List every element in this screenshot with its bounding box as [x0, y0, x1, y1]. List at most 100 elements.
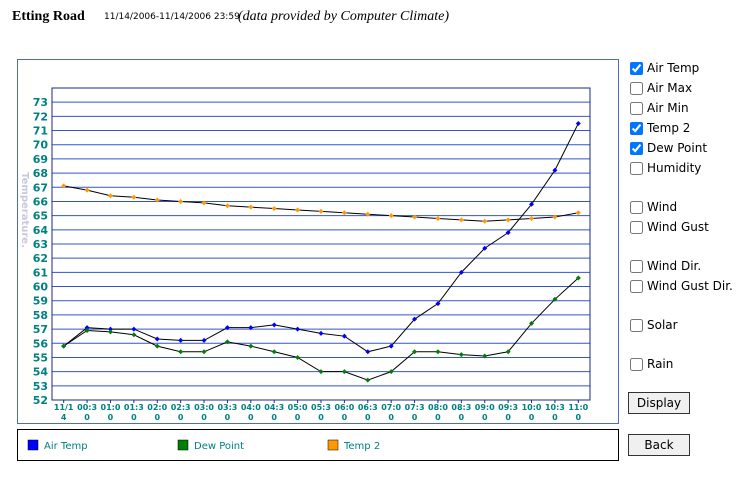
data-point [271, 206, 277, 212]
data-point [248, 325, 254, 331]
y-tick-label: 52 [33, 394, 48, 407]
data-point [61, 183, 67, 189]
data-point [224, 203, 230, 209]
data-point [61, 343, 67, 349]
checkbox-row[interactable]: Solar [630, 317, 678, 333]
checkbox-row[interactable]: Air Max [630, 80, 692, 96]
data-point [318, 208, 324, 214]
x-tick-label: 11/14 [53, 403, 74, 422]
data-point [575, 120, 581, 126]
checkbox-label: Air Max [647, 81, 693, 95]
y-tick-label: 59 [33, 295, 48, 308]
x-tick-label: 09:30 [498, 403, 519, 422]
x-tick-label: 03:30 [217, 403, 238, 422]
data-point [131, 332, 137, 338]
x-tick-label: 00:30 [77, 403, 98, 422]
x-tick-label: 03:00 [194, 403, 214, 422]
data-point [84, 187, 90, 193]
data-point [201, 349, 207, 355]
data-point [365, 349, 371, 355]
y-tick-label: 66 [33, 195, 49, 208]
data-point [552, 167, 558, 173]
checkbox-row[interactable]: Air Temp [630, 60, 699, 76]
checkbox-row[interactable]: Temp 2 [630, 120, 690, 136]
data-point [505, 349, 511, 355]
data-point [131, 326, 137, 332]
credit: (data provided by Computer Climate) [238, 9, 450, 24]
x-tick-label: 08:30 [451, 403, 472, 422]
y-tick-label: 58 [33, 309, 48, 322]
back-button[interactable]: Back [628, 434, 690, 456]
y-tick-label: 67 [33, 181, 48, 194]
checkbox-label: Solar [647, 318, 678, 332]
data-point [388, 343, 394, 349]
data-point [552, 296, 558, 302]
x-tick-label: 05:00 [287, 403, 308, 422]
checkbox[interactable] [630, 121, 643, 135]
checkbox[interactable] [630, 161, 643, 175]
data-point [178, 349, 184, 355]
x-tick-label: 06:00 [334, 403, 355, 422]
checkbox-row[interactable]: Humidity [630, 160, 701, 176]
checkbox-label: Wind Gust Dir. [647, 279, 733, 293]
data-point [201, 337, 207, 343]
checkbox[interactable] [630, 81, 643, 95]
data-point [529, 215, 535, 221]
data-point [224, 339, 230, 345]
checkbox[interactable] [630, 220, 643, 234]
checkbox-row[interactable]: Wind Gust [630, 219, 709, 235]
data-point [388, 369, 394, 375]
chart-frame [17, 59, 619, 424]
x-tick-label: 05:30 [311, 403, 331, 422]
checkbox[interactable] [630, 357, 643, 371]
checkbox-label: Rain [647, 357, 674, 371]
checkbox-row[interactable]: Rain [630, 356, 673, 372]
checkbox-label: Air Min [647, 101, 689, 115]
x-tick-label: 11:00 [568, 403, 589, 422]
checkbox-row[interactable]: Dew Point [630, 140, 707, 156]
checkbox-row[interactable]: Wind Gust Dir. [630, 278, 733, 294]
checkbox-row[interactable]: Air Min [630, 100, 689, 116]
y-tick-label: 64 [33, 224, 49, 237]
data-point [131, 194, 137, 200]
checkbox[interactable] [630, 101, 643, 115]
station-title: Etting Road [12, 9, 85, 24]
data-point [458, 269, 464, 275]
checkbox[interactable] [630, 61, 643, 75]
checkbox[interactable] [630, 259, 643, 273]
data-point [505, 230, 511, 236]
y-tick-label: 68 [33, 167, 48, 180]
data-point [178, 198, 184, 204]
display-button[interactable]: Display [628, 392, 690, 414]
data-point [458, 217, 464, 223]
data-point [575, 275, 581, 281]
data-point [412, 316, 418, 322]
data-point [271, 349, 277, 355]
checkbox-label: Air Temp [647, 61, 700, 75]
x-tick-label: 02:30 [170, 403, 191, 422]
data-point [529, 320, 535, 326]
data-point [365, 211, 371, 217]
checkbox-row[interactable]: Wind [630, 199, 677, 215]
x-tick-label: 01:00 [100, 403, 121, 422]
y-tick-label: 69 [33, 153, 48, 166]
data-point [552, 214, 558, 220]
checkbox-label: Humidity [647, 161, 702, 175]
data-point [412, 349, 418, 355]
data-point [224, 325, 230, 331]
y-tick-label: 70 [33, 139, 49, 152]
data-point [154, 343, 160, 349]
y-axis-label: Temperature. [19, 172, 30, 248]
checkbox[interactable] [630, 279, 643, 293]
data-point [435, 301, 441, 307]
checkbox[interactable] [630, 141, 643, 155]
checkbox[interactable] [630, 318, 643, 332]
y-tick-label: 63 [33, 238, 48, 251]
checkbox[interactable] [630, 200, 643, 214]
data-point [201, 200, 207, 206]
checkbox-row[interactable]: Wind Dir. [630, 258, 701, 274]
x-tick-label: 04:30 [264, 403, 285, 422]
data-point [365, 377, 371, 383]
data-point [482, 245, 488, 251]
